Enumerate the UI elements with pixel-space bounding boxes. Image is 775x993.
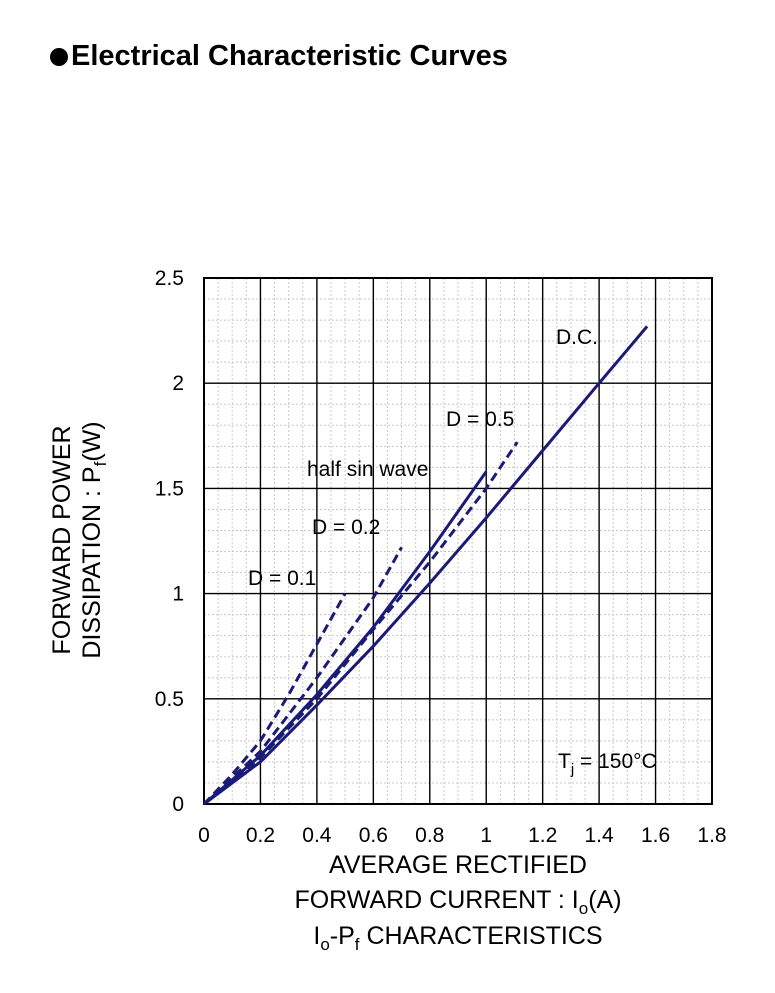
x-tick-label: 0.6 <box>359 824 388 847</box>
y-axis-title-line2: DISSIPATION : Pf(W) <box>78 421 110 658</box>
x-tick-label: 0.2 <box>246 824 275 847</box>
y-tick-label: 2 <box>172 372 184 395</box>
y-tick-label: 1 <box>172 583 184 606</box>
series-line <box>203 325 649 806</box>
y-axis-title-line1: FORWARD POWER <box>48 425 76 654</box>
x-axis-title-line2: FORWARD CURRENT : Io(A) <box>294 886 621 918</box>
section-header: Electrical Characteristic Curves <box>50 40 508 73</box>
junction-temp-annotation: Tj = 150°C <box>558 750 657 778</box>
y-tick-labels: 0 0.5 1 1.5 2 2.5 <box>155 267 184 816</box>
series-line <box>203 470 488 806</box>
series-label: D = 0.2 <box>312 516 380 539</box>
series-label: D = 0.5 <box>446 408 514 431</box>
x-tick-label: 0 <box>198 824 210 847</box>
x-axis-title-line1: AVERAGE RECTIFIED <box>329 851 587 879</box>
series-label: half sin wave <box>307 458 428 481</box>
series-lines <box>202 325 649 806</box>
section-title: Electrical Characteristic Curves <box>71 40 508 72</box>
x-tick-label: 1.6 <box>641 824 670 847</box>
x-tick-label: 0.8 <box>415 824 444 847</box>
x-tick-label: 1.4 <box>585 824 615 847</box>
y-tick-label: 1.5 <box>155 477 184 500</box>
x-tick-label: 1.8 <box>697 824 726 847</box>
grid-major <box>204 278 712 804</box>
series-label: D.C. <box>556 326 598 349</box>
series-labels: D.C. D = 0.5 half sin wave D = 0.2 D = 0.1 <box>248 326 598 590</box>
x-tick-labels: 0 0.2 0.4 0.6 0.8 1 1.2 1.4 1.6 1.8 <box>198 824 726 847</box>
bullet-icon <box>50 47 68 66</box>
series-label: D = 0.1 <box>248 567 316 590</box>
x-tick-label: 1 <box>480 824 492 847</box>
y-tick-label: 0.5 <box>155 688 184 711</box>
plot-frame <box>203 277 713 805</box>
y-tick-label: 0 <box>172 793 184 816</box>
x-tick-label: 1.2 <box>528 824 557 847</box>
chart-caption: Io-Pf CHARACTERISTICS <box>313 922 602 954</box>
grid-minor <box>204 278 712 804</box>
y-tick-label: 2.5 <box>155 267 184 290</box>
x-tick-label: 0.4 <box>302 824 332 847</box>
series-line <box>202 592 347 806</box>
series-line <box>202 546 403 806</box>
